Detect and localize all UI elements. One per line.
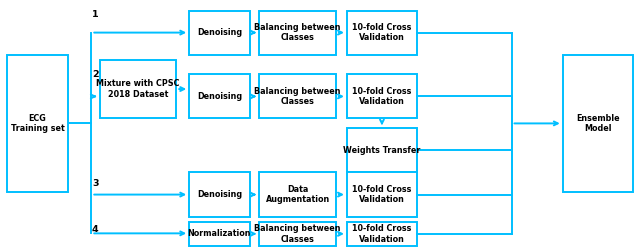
Text: 10-fold Cross
Validation: 10-fold Cross Validation [352, 185, 412, 204]
Text: Data
Augmentation: Data Augmentation [266, 185, 330, 204]
Text: Denoising: Denoising [197, 190, 242, 199]
Text: Normalization: Normalization [188, 229, 251, 238]
Text: Balancing between
Classes: Balancing between Classes [254, 224, 341, 244]
FancyBboxPatch shape [189, 74, 250, 119]
FancyBboxPatch shape [259, 74, 336, 119]
Text: Balancing between
Classes: Balancing between Classes [254, 87, 341, 106]
Text: Mixture with CPSC
2018 Dataset: Mixture with CPSC 2018 Dataset [96, 79, 180, 99]
FancyBboxPatch shape [259, 222, 336, 246]
Text: 3: 3 [92, 179, 99, 188]
FancyBboxPatch shape [189, 11, 250, 55]
FancyBboxPatch shape [259, 172, 336, 217]
Text: Weights Transfer: Weights Transfer [343, 146, 420, 155]
FancyBboxPatch shape [7, 55, 68, 192]
Text: 10-fold Cross
Validation: 10-fold Cross Validation [352, 87, 412, 106]
FancyBboxPatch shape [189, 172, 250, 217]
FancyBboxPatch shape [347, 172, 417, 217]
Text: Balancing between
Classes: Balancing between Classes [254, 23, 341, 42]
Text: 10-fold Cross
Validation: 10-fold Cross Validation [352, 224, 412, 244]
Text: Denoising: Denoising [197, 28, 242, 37]
FancyBboxPatch shape [347, 74, 417, 119]
FancyBboxPatch shape [347, 11, 417, 55]
Text: Ensemble
Model: Ensemble Model [576, 114, 620, 133]
Text: 10-fold Cross
Validation: 10-fold Cross Validation [352, 23, 412, 42]
Text: Denoising: Denoising [197, 92, 242, 101]
FancyBboxPatch shape [189, 222, 250, 246]
FancyBboxPatch shape [347, 222, 417, 246]
Text: 4: 4 [92, 225, 99, 234]
FancyBboxPatch shape [563, 55, 633, 192]
Text: 1: 1 [92, 10, 99, 19]
FancyBboxPatch shape [100, 60, 176, 119]
FancyBboxPatch shape [259, 11, 336, 55]
FancyBboxPatch shape [347, 128, 417, 172]
Text: 2: 2 [92, 70, 99, 79]
Text: ECG
Training set: ECG Training set [10, 114, 64, 133]
